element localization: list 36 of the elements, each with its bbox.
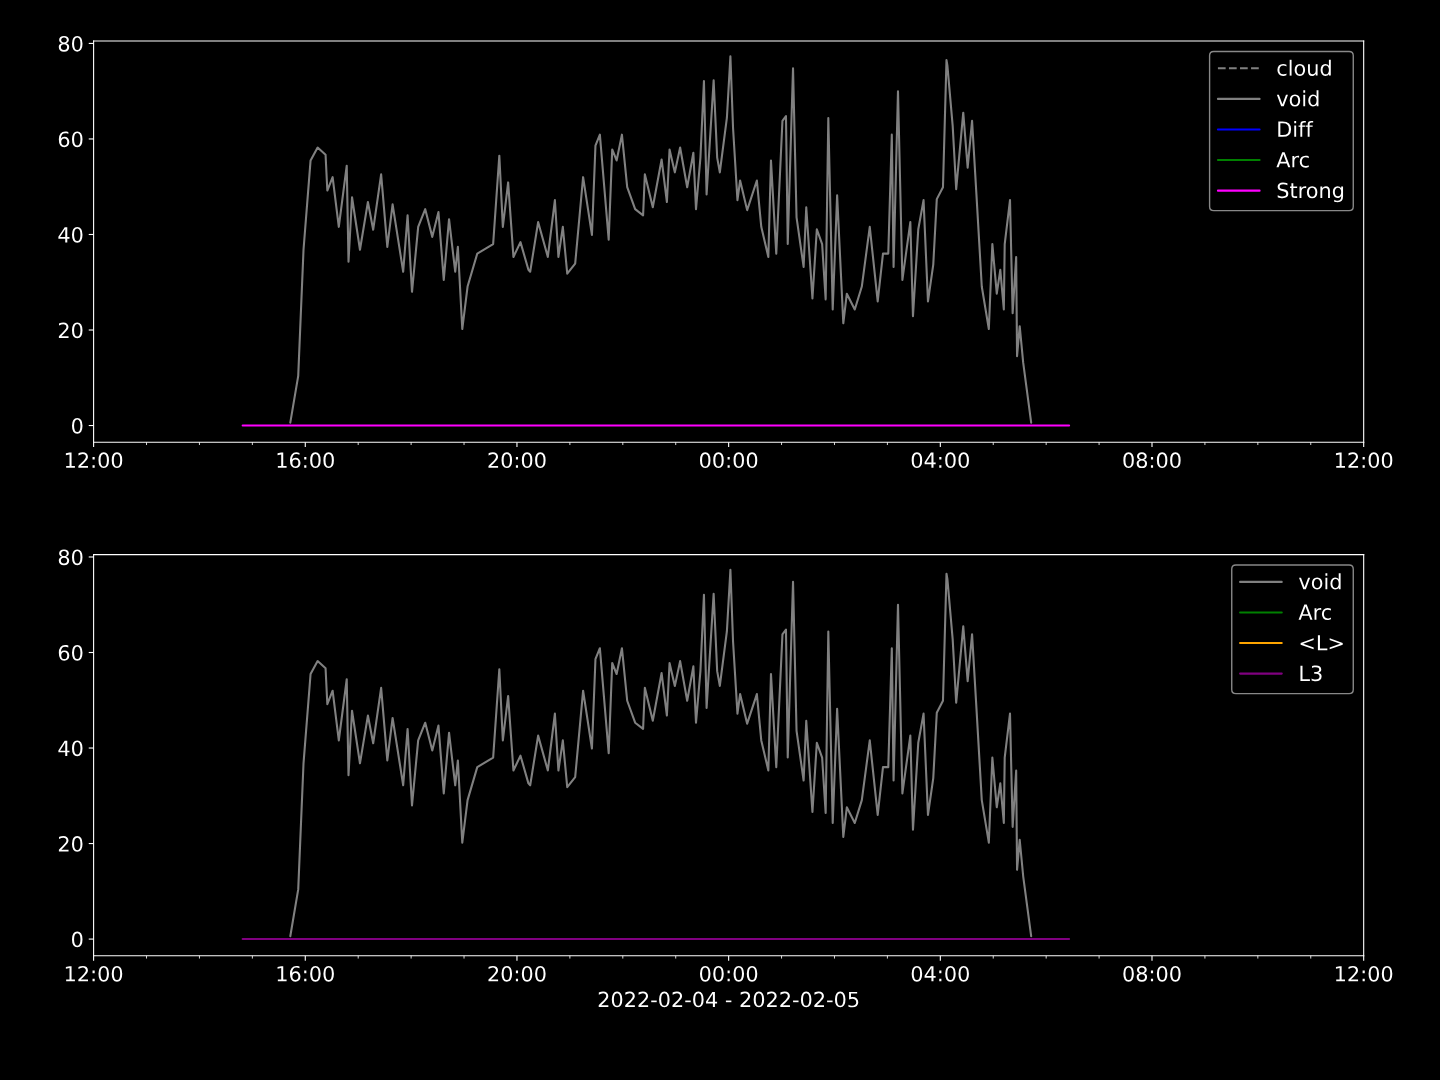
line-series	[289, 568, 1033, 938]
legend-label: void	[1276, 90, 1319, 107]
y-tick-label: 80	[58, 549, 83, 566]
x-tick-label: 20:00	[488, 452, 546, 469]
legend-label: Strong	[1277, 182, 1344, 203]
x-tick-label: 04:00	[911, 452, 969, 469]
x-tick-label: 04:00	[911, 965, 969, 982]
legend-label: <L>	[1300, 635, 1343, 651]
legend-label: void	[1299, 573, 1341, 590]
x-tick-label: 12:00	[65, 965, 123, 982]
x-tick-label: 16:00	[277, 452, 334, 469]
line-series	[289, 55, 1033, 424]
x-tick-label: 12:00	[65, 452, 123, 469]
y-tick-label: 40	[58, 226, 83, 243]
x-tick-label: 08:00	[1123, 965, 1181, 982]
x-tick-label: 12:00	[1335, 965, 1393, 982]
y-tick-label: 0	[72, 417, 83, 434]
x-tick-label: 00:00	[699, 965, 758, 982]
x-tick-label: 16:00	[277, 965, 334, 982]
y-tick-label: 20	[58, 322, 83, 339]
legend-label: Arc	[1298, 604, 1331, 621]
y-tick-label: 40	[58, 740, 83, 757]
legend-label: Diff	[1278, 120, 1314, 137]
y-tick-label: 60	[58, 131, 83, 148]
x-tick-label: 20:00	[488, 965, 546, 982]
legend-label: L3	[1300, 665, 1322, 682]
x-axis-title: 2022-02-04 - 2022-02-05	[598, 991, 859, 1008]
y-tick-label: 60	[58, 644, 83, 661]
x-tick-label: 00:00	[699, 452, 758, 469]
x-tick-label: 08:00	[1123, 452, 1181, 469]
y-tick-label: 0	[72, 931, 83, 948]
legend-label: Arc	[1276, 152, 1309, 168]
y-tick-label: 80	[58, 35, 83, 52]
y-tick-label: 20	[58, 836, 83, 852]
x-tick-label: 12:00	[1335, 452, 1393, 469]
legend-label: cloud	[1277, 59, 1331, 76]
